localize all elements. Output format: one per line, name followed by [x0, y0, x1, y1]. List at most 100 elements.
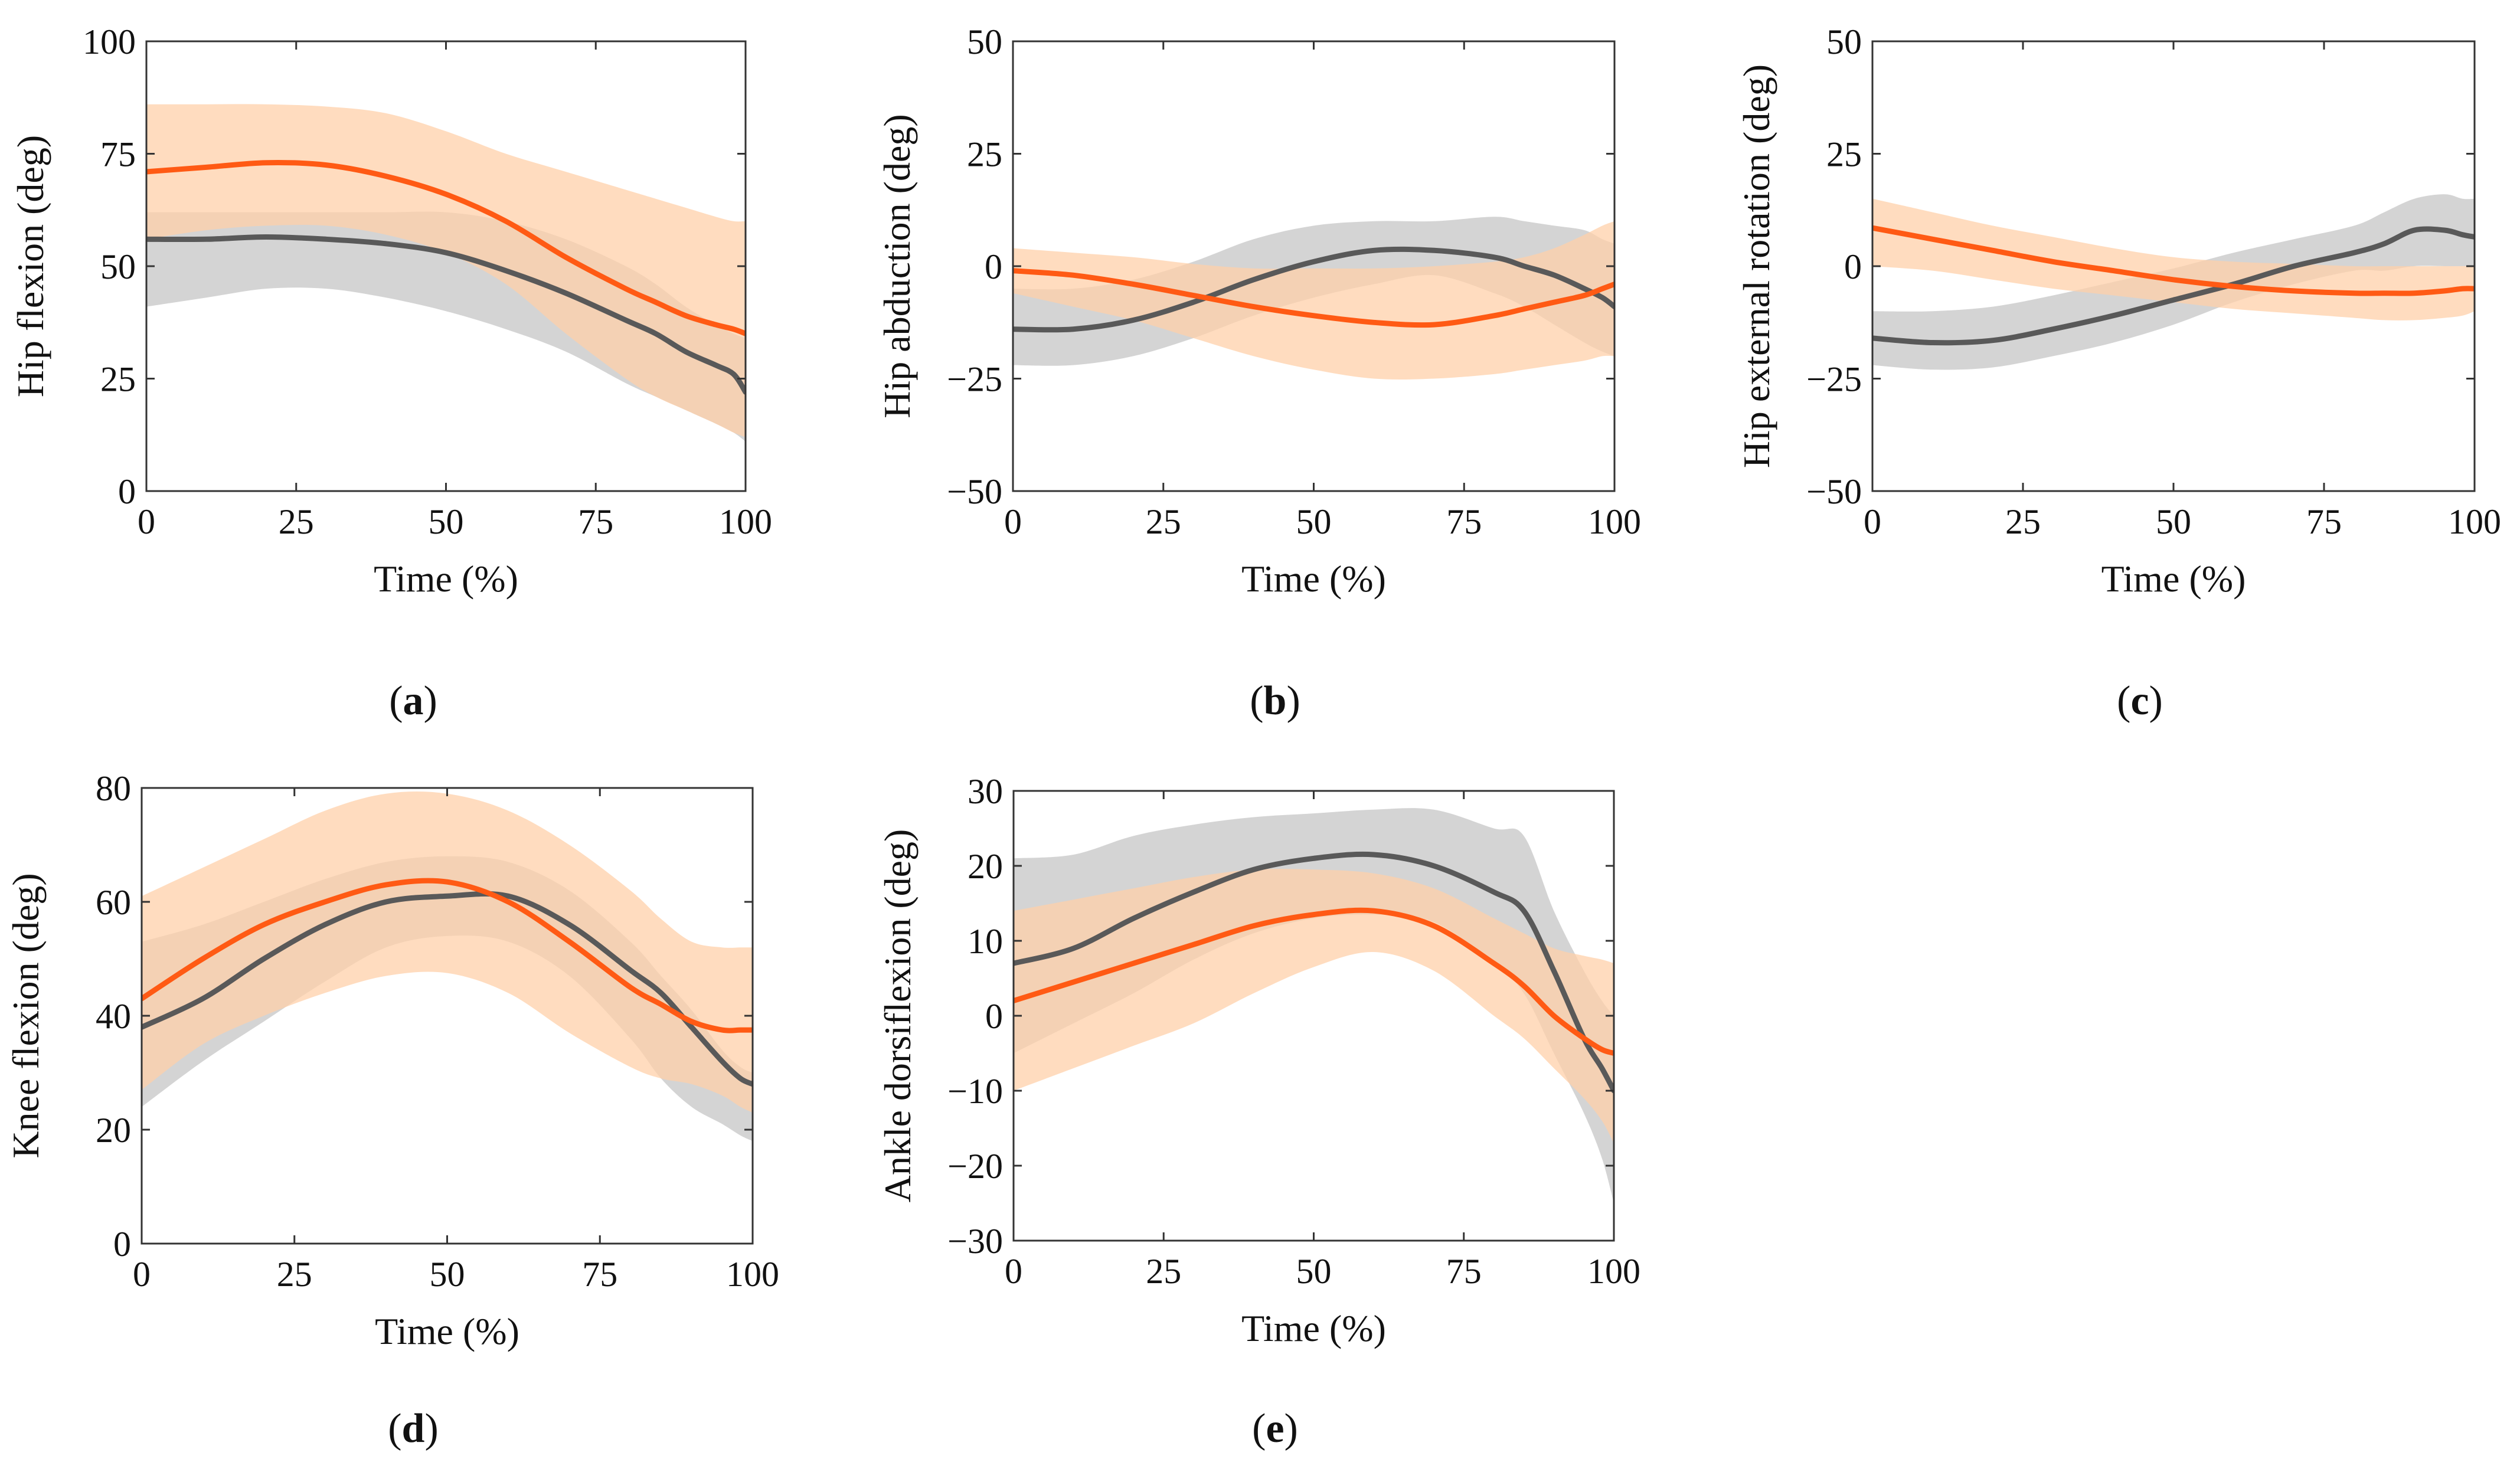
- y-tick-label: 0: [1844, 247, 1862, 286]
- caption-letter: b: [1264, 678, 1287, 724]
- y-tick-label: 0: [118, 472, 136, 511]
- panel-caption: (b): [1250, 678, 1300, 724]
- y-axis-label: Hip external rotation (deg): [1735, 64, 1777, 468]
- x-tick-label: 0: [133, 1255, 151, 1294]
- y-tick-label: −50: [947, 472, 1002, 511]
- x-tick-label: 75: [2306, 502, 2342, 541]
- line-series_a-c: [1872, 225, 2475, 296]
- caption-open: (: [2117, 678, 2130, 724]
- x-tick-label: 0: [138, 502, 155, 541]
- plot-area: [146, 104, 746, 442]
- y-tick-label: 0: [985, 997, 1003, 1036]
- caption-letter: e: [1266, 1406, 1284, 1451]
- y-tick-label: −30: [947, 1222, 1003, 1261]
- x-axis-label: Time (%): [374, 558, 518, 600]
- panel-caption: (c): [2117, 678, 2163, 724]
- panel-caption: (e): [1252, 1406, 1298, 1451]
- x-tick-label: 75: [578, 502, 613, 541]
- x-tick-label: 75: [1446, 1252, 1482, 1291]
- chart-panel-a: 0 25 50 75 100 0 25 50 75 100 Time (%) Hip flexion …: [9, 22, 772, 724]
- caption-letter: d: [402, 1406, 425, 1451]
- caption-close: ): [424, 678, 437, 724]
- y-tick-label: −25: [1806, 360, 1862, 399]
- caption-close: ): [424, 1406, 438, 1451]
- x-tick-label: 75: [582, 1255, 617, 1294]
- caption-close: ): [1284, 1406, 1298, 1451]
- x-tick-label: 100: [2448, 502, 2501, 541]
- x-tick-label: 25: [277, 1255, 312, 1294]
- y-tick-label: 60: [96, 883, 131, 922]
- x-tick-label: 0: [1864, 502, 1881, 541]
- caption-open: (: [388, 1406, 401, 1451]
- x-tick-label: 50: [1296, 502, 1332, 541]
- y-tick-label: 75: [100, 135, 136, 174]
- chart-panel-b: 0 25 50 75 100 −50 −25 0 25 50 Time (%) Hip abducti…: [876, 22, 1641, 724]
- y-axis-label: Hip flexion (deg): [9, 135, 51, 397]
- y-tick-label: 25: [967, 135, 1002, 174]
- y-tick-label: 0: [113, 1225, 131, 1264]
- x-tick-label: 75: [1446, 502, 1482, 541]
- line-series_b-b: [1013, 246, 1614, 333]
- x-tick-label: 25: [1146, 502, 1181, 541]
- y-tick-label: 50: [967, 22, 1002, 61]
- y-tick-label: 20: [96, 1111, 131, 1150]
- y-tick-label: 20: [968, 847, 1003, 886]
- x-tick-label: 100: [1587, 1252, 1640, 1291]
- plot-area: [1872, 194, 2475, 370]
- chart-panel-d: 0 25 50 75 100 0 20 40 60 80 Time (%) Knee flexion …: [5, 769, 779, 1451]
- x-axis-label: Time (%): [2101, 558, 2246, 600]
- y-tick-label: 0: [985, 247, 1002, 286]
- caption-open: (: [1250, 678, 1263, 724]
- y-tick-label: −25: [947, 360, 1002, 399]
- line-series_a-e: [1014, 907, 1614, 1056]
- line-series_a-d: [142, 878, 753, 1033]
- y-axis-label: Ankle dorsiflexion (deg): [877, 829, 919, 1203]
- x-tick-label: 50: [429, 502, 464, 541]
- x-tick-label: 25: [279, 502, 314, 541]
- caption-letter: a: [403, 678, 424, 724]
- line-series_b-d: [142, 891, 753, 1087]
- x-tick-label: 100: [719, 502, 772, 541]
- y-tick-label: 10: [968, 922, 1003, 961]
- plot-area: [1013, 217, 1614, 380]
- y-tick-label: −20: [947, 1147, 1003, 1186]
- y-tick-label: −10: [947, 1072, 1003, 1111]
- y-tick-label: 50: [100, 247, 136, 286]
- x-tick-label: 50: [1296, 1252, 1332, 1291]
- plot-area: [1014, 808, 1614, 1203]
- y-tick-label: 80: [96, 769, 131, 808]
- x-tick-label: 0: [1004, 502, 1022, 541]
- y-tick-label: 30: [968, 772, 1003, 811]
- y-tick-label: 100: [83, 22, 136, 61]
- x-axis-label: Time (%): [1241, 558, 1386, 600]
- x-tick-label: 25: [2005, 502, 2041, 541]
- x-tick-label: 50: [430, 1255, 465, 1294]
- band-series_a-e: [1014, 869, 1614, 1143]
- y-tick-label: 40: [96, 997, 131, 1036]
- caption-letter: c: [2130, 678, 2149, 724]
- y-tick-label: 25: [1826, 135, 1862, 174]
- band-series_a-a: [146, 104, 746, 437]
- x-tick-label: 25: [1146, 1252, 1181, 1291]
- chart-panel-e: 0 25 50 75 100 −30 −20 −10 0 10 20 30 Time (%) Ankle …: [877, 772, 1640, 1451]
- panel-caption: (a): [389, 678, 437, 724]
- x-axis-label: Time (%): [1241, 1307, 1386, 1349]
- band-series_a-d: [142, 791, 753, 1113]
- line-series_b-e: [1014, 851, 1614, 1094]
- line-series_b-a: [146, 234, 746, 395]
- x-tick-label: 100: [726, 1255, 779, 1294]
- x-tick-label: 100: [1588, 502, 1641, 541]
- caption-open: (: [389, 678, 403, 724]
- chart-panel-c: 0 25 50 75 100 −50 −25 0 25 50 Time (%) Hip externa…: [1735, 22, 2501, 724]
- plot-area: [142, 791, 753, 1141]
- y-axis-label: Hip abduction (deg): [876, 114, 918, 418]
- band-series_a-b: [1013, 221, 1614, 380]
- panel-caption: (d): [388, 1406, 439, 1451]
- caption-close: ): [2149, 678, 2163, 724]
- line-series_a-b: [1013, 268, 1614, 328]
- caption-open: (: [1252, 1406, 1266, 1451]
- y-tick-label: 50: [1826, 22, 1862, 61]
- y-tick-label: −50: [1806, 472, 1862, 511]
- x-axis-label: Time (%): [375, 1310, 519, 1352]
- x-tick-label: 0: [1005, 1252, 1022, 1291]
